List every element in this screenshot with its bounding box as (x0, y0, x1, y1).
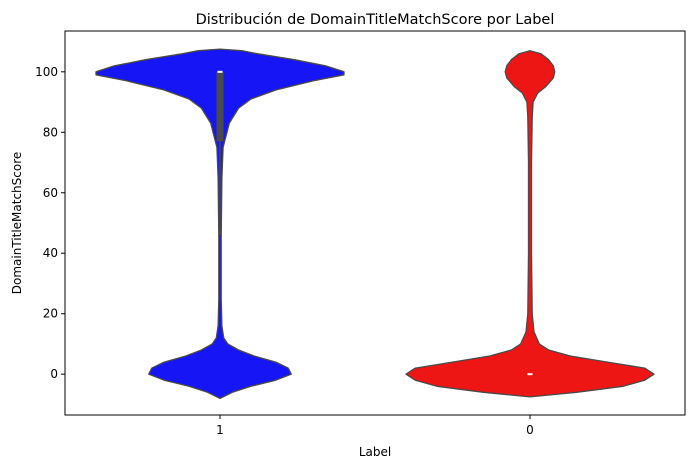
y-axis: 0 20 40 60 80 100 (35, 65, 65, 381)
y-tick-label: 40 (43, 246, 58, 260)
box-1 (216, 71, 224, 142)
y-tick-label: 80 (43, 125, 58, 139)
x-tick-label: 0 (526, 423, 534, 437)
y-axis-label: DomainTitleMatchScore (10, 152, 24, 295)
median-0 (527, 373, 533, 376)
chart-title: Distribución de DomainTitleMatchScore po… (196, 12, 555, 28)
y-tick-label: 0 (50, 367, 58, 381)
violin-0 (405, 50, 655, 398)
x-axis-label: Label (359, 445, 391, 459)
x-tick-label: 1 (216, 423, 224, 437)
plot-frame (64, 30, 686, 416)
y-tick-label: 100 (35, 65, 58, 79)
y-tick-label: 20 (43, 307, 58, 321)
median-1 (217, 70, 223, 73)
violin-layer (95, 48, 655, 400)
y-tick-label: 60 (43, 186, 58, 200)
